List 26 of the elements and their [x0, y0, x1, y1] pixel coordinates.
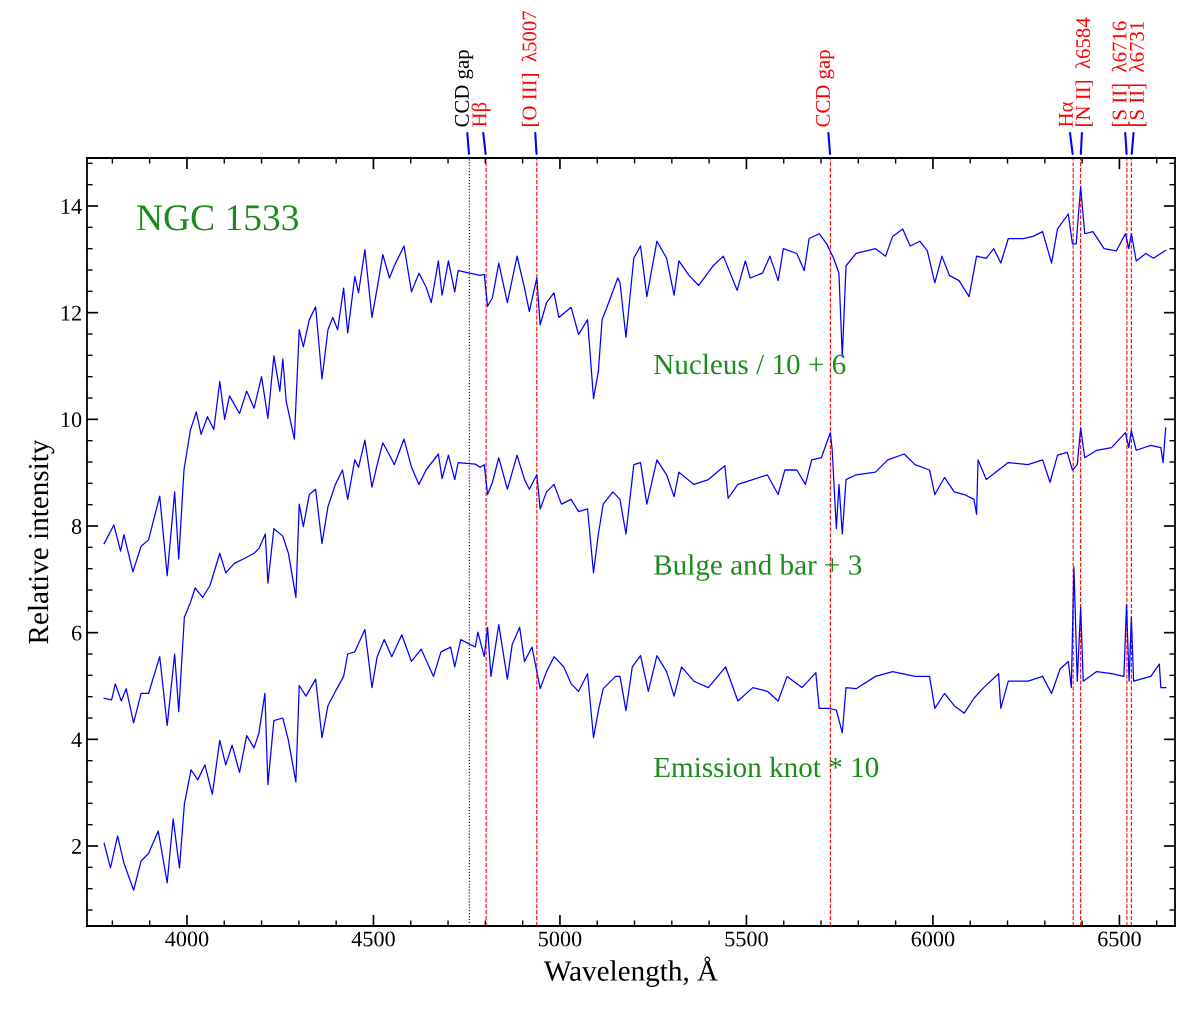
series-label: Nucleus / 10 + 6	[654, 353, 846, 375]
ref-line-label: CCD gap	[815, 50, 835, 127]
y-tick-label: 8	[71, 518, 82, 534]
x-tick-label: 4000	[165, 931, 209, 947]
x-tick-label: 5500	[725, 931, 768, 947]
x-tick-label: 4500	[351, 931, 395, 947]
x-axis-title: Wavelength, Å	[543, 956, 718, 987]
x-tick-label: 6500	[1098, 931, 1141, 947]
line-series	[103, 427, 1167, 727]
y-axis-title: Relative intensity	[27, 439, 55, 644]
ref-line-label: Hα	[1058, 101, 1073, 127]
ref-line-label: [N II] λ6584	[1075, 17, 1093, 126]
ref-line-label: [O III] λ5007	[521, 10, 540, 126]
y-tick-label: 6	[71, 625, 82, 641]
ref-line-label: [S II] λ6716	[1111, 21, 1130, 126]
series-label: Bulge and bar + 3	[654, 554, 862, 581]
x-tick-label: 5000	[539, 931, 582, 947]
y-tick-label: 14	[61, 199, 82, 214]
text: NGC 1533	[137, 205, 299, 231]
ref-line-label: [S II] λ6731	[1129, 21, 1147, 126]
y-tick-label: 2	[72, 838, 81, 854]
y-tick-label: 10	[61, 412, 82, 428]
series-label: Emission knot * 10	[654, 756, 879, 778]
y-tick-label: 4	[71, 732, 82, 748]
x-tick-label: 6000	[911, 931, 955, 947]
y-tick-label: 12	[61, 305, 81, 321]
